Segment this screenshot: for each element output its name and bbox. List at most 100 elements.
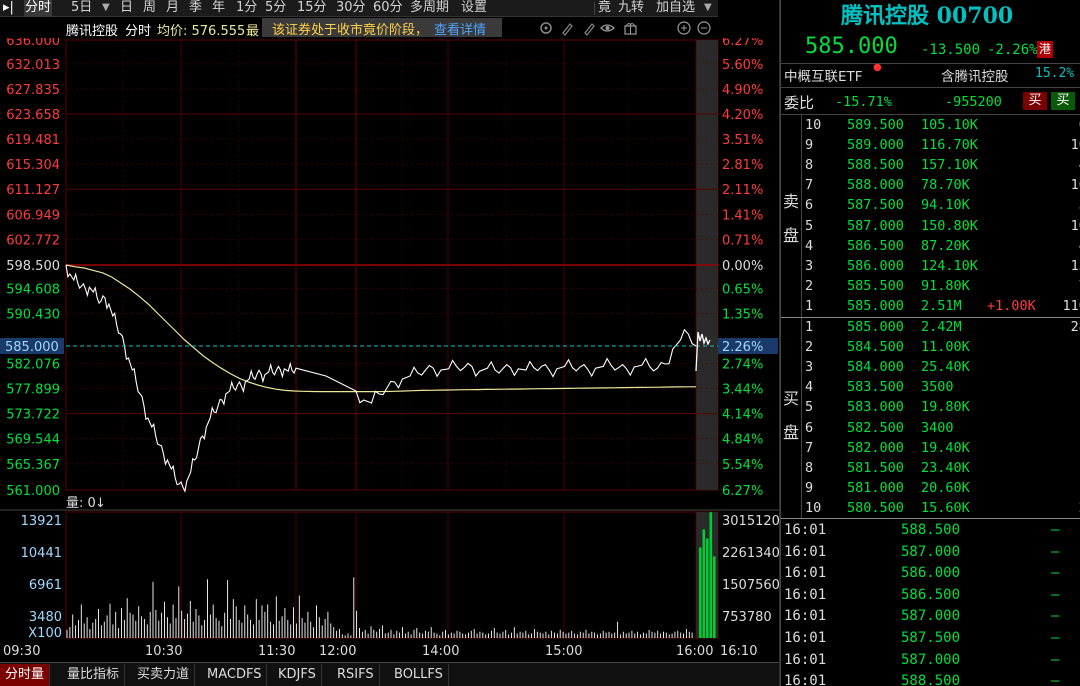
buy-level-row[interactable]: 10 580.500 15.60K 26 bbox=[801, 499, 1080, 519]
sell-level-row[interactable]: 2 585.500 91.80K 76 bbox=[801, 277, 1080, 297]
tab-5min[interactable]: 5分 bbox=[265, 0, 287, 15]
tab-month[interactable]: 月 bbox=[166, 0, 180, 15]
etf-link[interactable]: 中概互联ETF bbox=[784, 69, 863, 85]
tab-5day[interactable]: 5日 bbox=[71, 0, 93, 15]
volume-tick-label: 1507560 bbox=[722, 578, 780, 593]
sell-level-row[interactable]: 8 588.500 157.10K 45 bbox=[801, 156, 1080, 176]
tab-fenshi[interactable]: 分时 bbox=[24, 0, 53, 17]
pct-axis-right: 6.27% 5.60% 4.90% 4.20% 3.51% 2.81% 2.11% 1.41%… bbox=[722, 38, 763, 499]
zoom-in-icon[interactable] bbox=[677, 21, 691, 35]
level-number: 4 bbox=[805, 237, 814, 254]
tick-row[interactable]: 16:01 587.000 — bbox=[781, 650, 1080, 671]
level-volume: 15.60K bbox=[921, 499, 970, 516]
chart-toggle-icon[interactable]: ▸| bbox=[3, 0, 14, 15]
chevron-down-icon[interactable]: ▼ bbox=[102, 2, 110, 13]
tab-week[interactable]: 周 bbox=[143, 0, 157, 15]
level-number: 5 bbox=[805, 399, 814, 416]
sell-order-book: 10589.500105.10K659589.000116.70K1058588… bbox=[801, 116, 1080, 316]
tab-kdj[interactable]: KDJFS bbox=[273, 664, 322, 686]
tab-rsi[interactable]: RSIFS bbox=[332, 664, 380, 686]
sell-level-row[interactable]: 5 587.000 150.80K 101 bbox=[801, 217, 1080, 237]
pct-tick-label: 2.74% bbox=[722, 358, 763, 373]
indicator-tabs: 分时量 量比指标 买卖力道 MACDFS KDJFS RSIFS BOLLFS bbox=[0, 662, 780, 686]
divider bbox=[781, 114, 1080, 115]
tab-macd[interactable]: MACDFS bbox=[202, 664, 268, 686]
level-price: 584.500 bbox=[847, 339, 904, 356]
level-volume: 124.10K bbox=[921, 257, 978, 274]
sell-level-row[interactable]: 4 586.500 87.20K 46 bbox=[801, 237, 1080, 257]
level-price: 585.000 bbox=[847, 319, 904, 335]
level-price: 583.500 bbox=[847, 379, 904, 396]
nine-turn-button[interactable]: 九转 bbox=[618, 0, 645, 15]
pencil-icon[interactable] bbox=[584, 23, 595, 36]
tab-quarter[interactable]: 季 bbox=[189, 0, 203, 15]
price-tick-label: 619.481 bbox=[6, 133, 60, 148]
tab-60min[interactable]: 60分 bbox=[373, 0, 403, 15]
tick-list[interactable]: 16:01 588.500—16:01 587.000—16:01 586.000—1… bbox=[781, 520, 1080, 686]
tick-row[interactable]: 16:01 587.000 — bbox=[781, 606, 1080, 627]
tick-row[interactable]: 16:01 587.500 — bbox=[781, 628, 1080, 649]
level-volume: 91.80K bbox=[921, 277, 970, 294]
tab-volume-ratio[interactable]: 量比指标 bbox=[62, 664, 126, 686]
volume-tick-label: 3480 bbox=[29, 610, 62, 625]
pct-tick-label: 1.35% bbox=[722, 307, 763, 322]
tab-day[interactable]: 日 bbox=[120, 0, 134, 15]
pencil-icon[interactable] bbox=[562, 23, 573, 36]
auction-button[interactable]: 竟 bbox=[598, 0, 612, 15]
buy-level-row[interactable]: 9 581.000 20.60K 11 bbox=[801, 479, 1080, 499]
holding-label: 含腾讯控股 bbox=[941, 69, 1009, 85]
sell-side-label: 卖盘 bbox=[783, 192, 800, 245]
tick-row[interactable]: 16:01 586.500 — bbox=[781, 585, 1080, 606]
tick-row[interactable]: 16:01 588.500 — bbox=[781, 671, 1080, 686]
price-tick-label: 627.835 bbox=[6, 83, 60, 98]
zoom-out-icon[interactable] bbox=[697, 21, 711, 35]
tab-buy-sell-power[interactable]: 买卖力道 bbox=[132, 664, 196, 686]
volume-tick-label: 6961 bbox=[29, 578, 62, 593]
price-tick-label: 615.304 bbox=[6, 158, 60, 173]
notice-detail-link[interactable]: 查看详情 bbox=[434, 23, 487, 38]
tick-row[interactable]: 16:01 587.000 — bbox=[781, 542, 1080, 563]
tab-settings[interactable]: 设置 bbox=[461, 0, 488, 15]
price-tick-label: 582.076 bbox=[6, 358, 60, 373]
tab-year[interactable]: 年 bbox=[212, 0, 226, 15]
sell-level-row[interactable]: 3 586.000 124.10K 152 bbox=[801, 257, 1080, 277]
tab-15min[interactable]: 15分 bbox=[297, 0, 327, 15]
gift-icon[interactable] bbox=[624, 23, 637, 35]
sell-level-row[interactable]: 9 589.000 116.70K 105 bbox=[801, 136, 1080, 156]
intraday-chart[interactable]: 636.000 632.013 627.835 623.658 619.481 615.3… bbox=[0, 38, 780, 662]
level-delta: +1.00K bbox=[987, 297, 1036, 314]
buy-level-row[interactable]: 1 585.000 2.42M 287 bbox=[801, 318, 1080, 338]
tab-boll[interactable]: BOLLFS bbox=[389, 664, 449, 686]
level-number: 2 bbox=[805, 339, 814, 356]
chevron-down-icon[interactable]: ▼ bbox=[704, 2, 712, 13]
tab-30min[interactable]: 30分 bbox=[336, 0, 366, 15]
tab-volume[interactable]: 分时量 bbox=[0, 664, 51, 686]
tick-price: 588.500 bbox=[901, 673, 961, 686]
divider bbox=[781, 63, 1080, 64]
sell-level-row[interactable]: 7 588.000 78.70K 168 bbox=[801, 176, 1080, 196]
sell-level-row[interactable]: 6 587.500 94.10K 35 bbox=[801, 196, 1080, 216]
tab-1min[interactable]: 1分 bbox=[236, 0, 258, 15]
tick-row[interactable]: 16:01 588.500 — bbox=[781, 520, 1080, 541]
sell-level-row[interactable]: 10 589.500 105.10K 65 bbox=[801, 116, 1080, 136]
tick-direction: — bbox=[1051, 630, 1060, 646]
level-count: 105 bbox=[1070, 137, 1080, 154]
add-watchlist-button[interactable]: 加自选 bbox=[656, 0, 696, 15]
tick-row[interactable]: 16:01 586.000 — bbox=[781, 563, 1080, 584]
volume-axis-right: 3015120 2261340 1507560 753780 bbox=[722, 514, 780, 625]
sell-button[interactable]: 买 bbox=[1051, 92, 1075, 110]
sell-level-row[interactable]: 1 585.000 2.51M +1.00K 1101 bbox=[801, 297, 1080, 317]
buy-button[interactable]: 买 bbox=[1023, 92, 1047, 110]
gear-icon[interactable] bbox=[540, 22, 552, 34]
level-number: 9 bbox=[805, 137, 814, 154]
tab-multi-period[interactable]: 多周期 bbox=[410, 0, 450, 15]
eye-icon[interactable] bbox=[600, 24, 615, 32]
